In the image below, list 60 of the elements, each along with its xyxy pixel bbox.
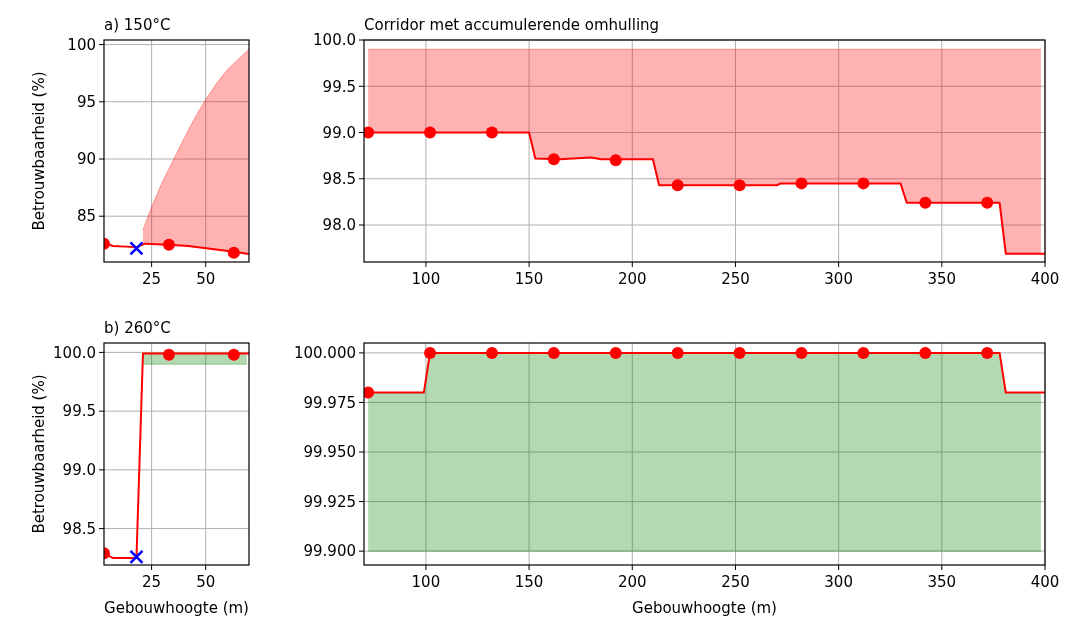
chart-title: b) 260°C	[104, 319, 171, 337]
point	[129, 549, 144, 565]
x-tick-label: 250	[721, 573, 750, 591]
x-tick-label: 300	[824, 573, 853, 591]
x-tick-label: 350	[927, 270, 957, 288]
x-axis-title: Gebouwhoogte (m)	[104, 599, 249, 617]
x-axis-title: Gebouwhoogte (m)	[632, 599, 777, 617]
y-tick-label: 98.0	[322, 216, 356, 235]
x-tick-label: 25	[142, 270, 162, 288]
y-tick-label: 100.0	[313, 31, 356, 50]
point	[733, 179, 746, 192]
point	[227, 246, 240, 259]
y-tick-label: 99.5	[62, 402, 96, 421]
y-tick-label: 99.975	[303, 393, 356, 412]
point	[364, 126, 375, 139]
y-tick-label: 90	[76, 150, 96, 169]
x-tick-label: 150	[514, 573, 544, 591]
x-tick-label: 200	[617, 270, 647, 288]
y-tick-label: 85	[76, 207, 96, 226]
point	[857, 177, 870, 190]
point	[981, 196, 994, 209]
point	[671, 179, 684, 192]
y-tick-label: 99.925	[303, 492, 356, 511]
x-tick-label: 100	[411, 573, 441, 591]
x-tick-label: 50	[196, 573, 216, 591]
point	[609, 154, 622, 167]
point	[547, 153, 560, 166]
point	[795, 177, 808, 190]
y-tick-label: 95	[76, 93, 96, 112]
x-tick-label: 25	[142, 573, 162, 591]
y-tick-label: 100.0	[53, 343, 96, 362]
chart-title: Corridor met accumulerende omhulling	[364, 16, 660, 34]
y-tick-label: 99.900	[303, 542, 356, 561]
x-tick-label: 50	[196, 270, 216, 288]
point	[129, 241, 144, 256]
y-tick-label: 100.000	[293, 344, 356, 363]
y-tick-label: 99.0	[62, 461, 96, 480]
x-tick-label: 250	[721, 270, 750, 288]
y-axis-title: Betrouwbaarheid (%)	[30, 374, 48, 534]
x-tick-label: 300	[824, 270, 853, 288]
y-tick-label: 98.5	[322, 170, 356, 188]
point	[162, 238, 175, 251]
x-tick-label: 350	[927, 573, 957, 591]
y-tick-label: 99.950	[303, 443, 356, 462]
y-tick-label: 99.0	[322, 123, 356, 142]
y-axis-title: Betrouwbaarheid (%)	[30, 71, 48, 231]
x-tick-label: 100	[411, 270, 441, 288]
chart-title: a) 150°C	[104, 16, 171, 34]
y-tick-label: 98.5	[62, 519, 96, 538]
y-tick-label: 100	[67, 35, 96, 54]
point	[162, 348, 175, 361]
point	[424, 126, 437, 139]
x-tick-label: 400	[1030, 573, 1060, 591]
x-tick-label: 400	[1030, 270, 1060, 288]
y-tick-label: 99.5	[322, 77, 356, 96]
point	[919, 196, 932, 209]
x-tick-label: 200	[617, 573, 647, 591]
x-tick-label: 150	[514, 270, 544, 288]
point	[485, 126, 498, 139]
point	[227, 348, 240, 361]
